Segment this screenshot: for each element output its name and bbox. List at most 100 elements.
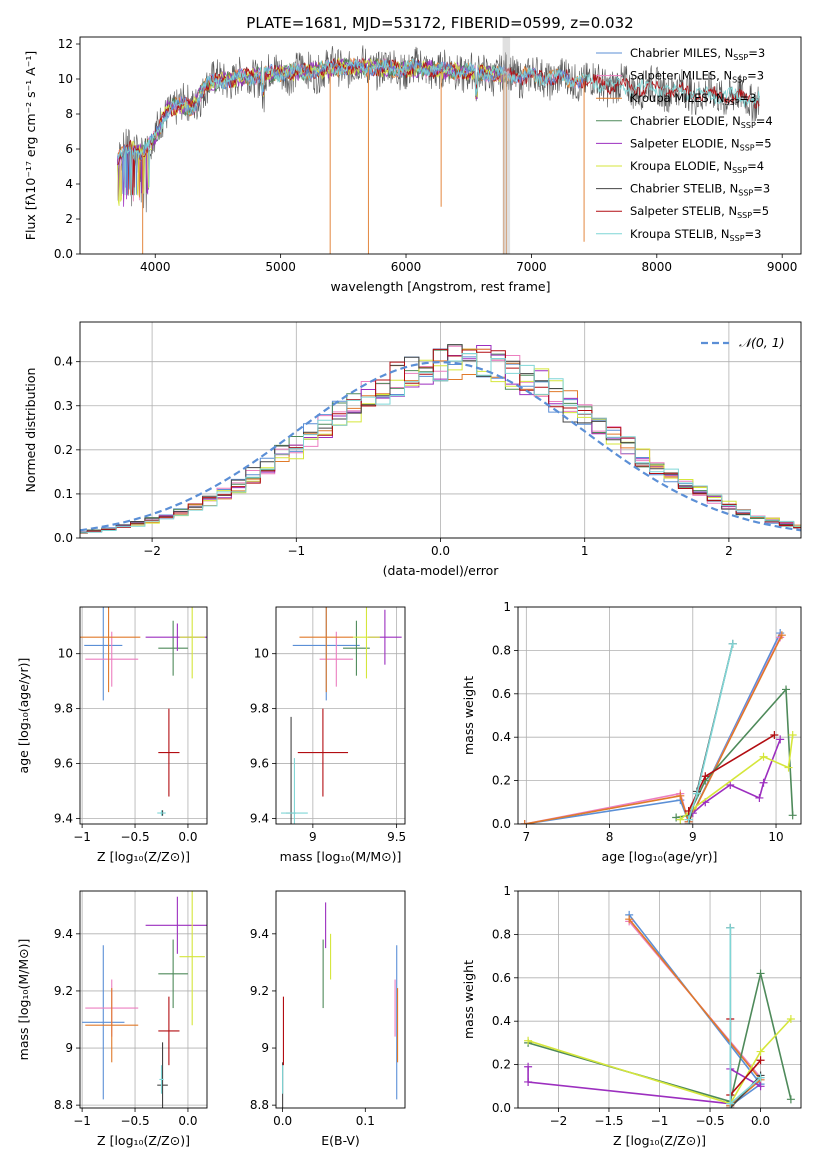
data-point-marker (726, 780, 735, 789)
data-point-marker (756, 969, 765, 978)
x-tick-label: 2 (725, 544, 733, 558)
axes-frame (275, 606, 406, 825)
data-point-marker (520, 820, 529, 824)
legend-label: Salpeter ELODIE, NSSP=5 (630, 136, 772, 152)
data-point-marker (788, 811, 797, 820)
series-line (527, 1066, 761, 1105)
x-tick-label: 8 (606, 830, 614, 844)
residuals-histogram-panel: −2 −1 0.0 1 2 0.0 0.1 0.2 0.3 0.4 (data-model)/err… (23, 321, 802, 578)
legend-label: Kroupa STELIB, NSSP=3 (630, 227, 761, 243)
data-point-marker (726, 1099, 735, 1108)
y-tick-label: 0.2 (492, 774, 511, 788)
spectrum-line (117, 57, 507, 206)
series-line (692, 739, 781, 814)
y-tick-label: 0.0 (54, 247, 73, 261)
series-line (524, 637, 781, 824)
data-point-marker (755, 793, 764, 802)
y-tick-label: 10 (58, 647, 73, 661)
spectrum-line (117, 59, 760, 197)
data-point-marker (770, 731, 779, 740)
axes-frame (79, 606, 208, 825)
y-tick-label: 6 (65, 142, 73, 156)
x-tick-label: 7000 (516, 260, 547, 274)
series-line (524, 632, 781, 824)
x-tick-label: −0.5 (120, 1114, 149, 1128)
axes-frame (517, 890, 802, 1109)
x-axis-label: Z [log₁₀(Z/Z⊙)] (97, 849, 190, 864)
y-tick-label: 9 (65, 1041, 73, 1055)
x-tick-label: 1 (581, 544, 589, 558)
x-tick-label: −1 (73, 1114, 91, 1128)
x-tick-label: 6000 (391, 260, 422, 274)
x-tick-label: 0.0 (178, 1114, 197, 1128)
series-line (524, 634, 783, 824)
legend-label: Chabrier STELIB, NSSP=3 (630, 182, 770, 198)
spectrum-line (117, 58, 585, 196)
y-tick-label: 0.2 (492, 1058, 511, 1072)
x-tick-label: −2 (143, 544, 161, 558)
data-point-marker (756, 1047, 765, 1056)
y-tick-label: 1 (503, 600, 511, 614)
x-tick-label: −1 (287, 544, 305, 558)
data-point-marker (788, 731, 797, 740)
x-axis-label: E(B-V) (321, 1133, 360, 1148)
mass-vs-extinction-panel: 0.0 0.1 8.8 9 9.2 9.4 E(B-V) (250, 890, 406, 1148)
data-point-marker (786, 1095, 795, 1104)
data-point-marker (524, 1036, 533, 1045)
x-tick-label: 9000 (767, 260, 798, 274)
x-tick-label: 4000 (140, 260, 171, 274)
y-tick-label: 9.2 (250, 984, 269, 998)
y-axis-label: Normed distribution (23, 368, 38, 493)
data-point-marker (684, 815, 693, 824)
data-point-marker (728, 639, 737, 648)
y-tick-label: 8.8 (250, 1098, 269, 1112)
y-tick-label: 9.4 (54, 812, 73, 826)
y-tick-label: 0.6 (492, 971, 511, 985)
y-tick-label: 4 (65, 177, 73, 191)
data-point-marker (759, 778, 768, 787)
data-point-marker (701, 772, 710, 781)
data-point-marker (784, 763, 793, 772)
spectrum-line (117, 58, 507, 207)
y-tick-label: 0.4 (492, 730, 511, 744)
x-tick-label: −1 (73, 830, 91, 844)
y-tick-label: 0.0 (492, 1101, 511, 1115)
data-point-marker (777, 631, 786, 640)
axes-frame (517, 606, 802, 825)
y-tick-label: 0.2 (54, 443, 73, 457)
x-tick-label: 7 (523, 830, 531, 844)
x-tick-label: −0.5 (695, 1114, 724, 1128)
x-axis-label: Z [log₁₀(Z/Z⊙)] (613, 1133, 706, 1148)
x-tick-label: 0.0 (273, 1114, 292, 1128)
x-tick-label: 0.1 (356, 1114, 375, 1128)
data-point-marker (692, 789, 701, 798)
y-tick-label: 9.8 (54, 702, 73, 716)
axes-frame (275, 890, 406, 1109)
y-tick-label: 9.4 (54, 927, 73, 941)
data-point-marker (756, 1082, 765, 1091)
y-tick-label: 12 (58, 37, 73, 51)
data-point-marker (524, 1077, 533, 1086)
data-point-marker (786, 1015, 795, 1024)
data-point-marker (759, 752, 768, 761)
y-tick-label: 9.4 (250, 812, 269, 826)
x-tick-label: 9 (309, 830, 317, 844)
x-axis-label: (data-model)/error (383, 563, 500, 578)
x-tick-label: 8000 (642, 260, 673, 274)
y-tick-label: 10 (58, 72, 73, 86)
y-axis-label: age [log₁₀(age/yr)] (16, 658, 31, 774)
y-tick-label: 9.6 (250, 757, 269, 771)
age-vs-mass-panel: 9 9.5 9.4 9.6 9.8 10 mass [log₁₀(M/M⊙)] (250, 606, 406, 864)
residual-histogram (80, 348, 801, 534)
mass-weight-vs-age-panel: 7 8 9 10 0.0 0.2 0.4 0.6 0.8 1 age [log₁₀(age/yr)]… (461, 600, 802, 864)
y-tick-label: 9 (261, 1041, 269, 1055)
x-axis-label: Z [log₁₀(Z/Z⊙)] (97, 1133, 190, 1148)
legend-label: 𝒩(0, 1) (739, 335, 785, 350)
data-point-marker (676, 791, 685, 800)
data-point-marker (726, 923, 735, 932)
y-tick-label: 9.4 (250, 927, 269, 941)
data-point-marker (625, 915, 634, 924)
y-tick-label: 0.6 (492, 687, 511, 701)
x-tick-label: −1 (651, 1114, 669, 1128)
